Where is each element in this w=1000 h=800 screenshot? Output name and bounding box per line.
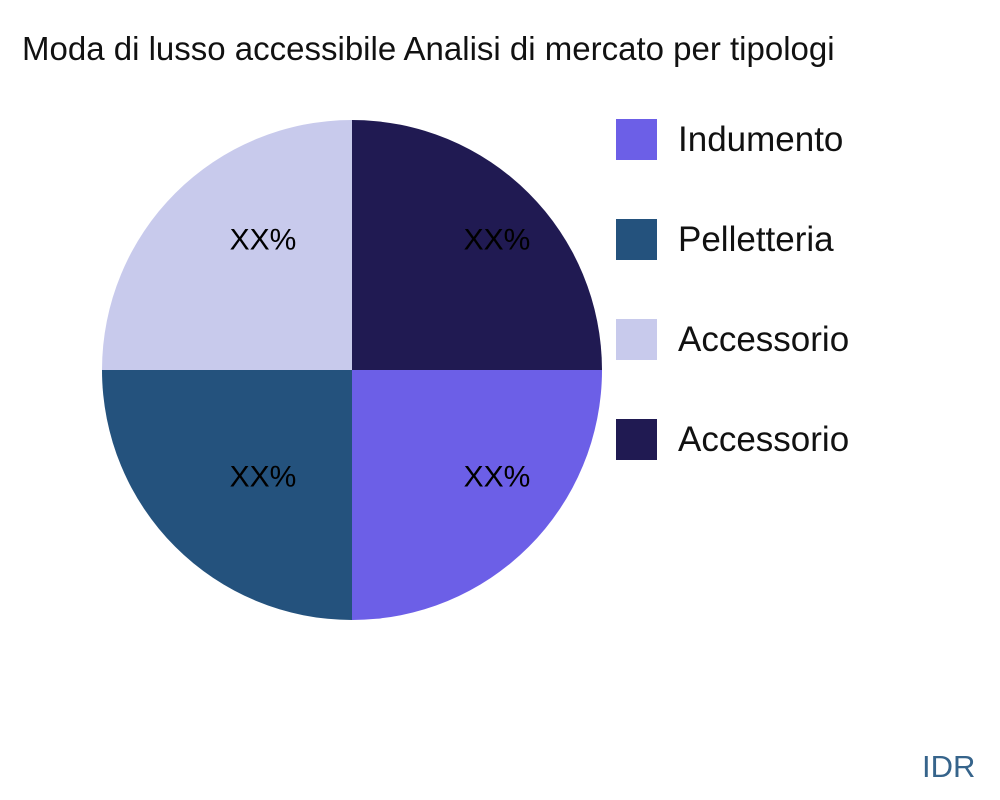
legend-item-accessorio-light: Accessorio <box>616 319 849 360</box>
slice-label-top-left: XX% <box>230 224 297 257</box>
legend-item-indumento: Indumento <box>616 119 849 160</box>
slice-label-bottom-right: XX% <box>464 461 531 494</box>
legend-item-label: Accessorio <box>678 320 850 359</box>
legend-item-label: Accessorio <box>678 420 850 459</box>
pie-slice-pelletteria-bottom-left <box>102 370 352 620</box>
slice-label-bottom-left: XX% <box>230 461 297 494</box>
pie-slice-indumento-bottom-right <box>352 370 602 620</box>
pie-slice-accessorio-top-right <box>352 120 602 370</box>
legend-swatch-accessorio-light <box>616 319 657 360</box>
legend-swatch-pelletteria <box>616 219 657 260</box>
legend-item-label: Pelletteria <box>678 220 834 259</box>
legend-item-label: Indumento <box>678 120 844 159</box>
pie-slice-accessorio-top-left <box>102 120 352 370</box>
source-label: IDR <box>922 749 976 784</box>
chart-title: Moda di lusso accessibile Analisi di mer… <box>22 30 835 67</box>
legend-item-accessorio-dark: Accessorio <box>616 419 849 460</box>
legend: Indumento Pelletteria Accessorio Accesso… <box>616 119 849 519</box>
legend-swatch-accessorio-dark <box>616 419 657 460</box>
legend-swatch-indumento <box>616 119 657 160</box>
legend-item-pelletteria: Pelletteria <box>616 219 849 260</box>
pie-chart: XX% XX% XX% XX% <box>102 120 602 620</box>
slice-label-top-right: XX% <box>464 224 531 257</box>
